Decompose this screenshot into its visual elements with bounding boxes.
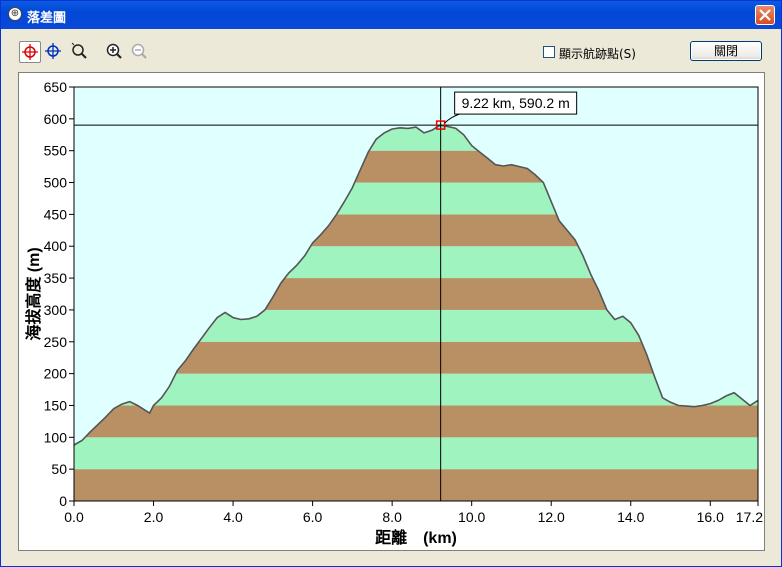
chart-frame: 0 50 100 150 200 250 300 350 400 450 500 550 600 650 0…	[18, 72, 765, 551]
y-tick-label: 300	[44, 302, 68, 318]
zoom-in-icon	[106, 43, 122, 59]
y-tick-label: 500	[44, 175, 68, 191]
chart-cursor: 9.22 km, 590.2 m	[74, 87, 758, 501]
y-tick-label: 200	[44, 366, 68, 382]
plot-background-bands	[73, 87, 759, 501]
zoom-out-tool[interactable]	[129, 41, 151, 63]
elevation-chart[interactable]: 0 50 100 150 200 250 300 350 400 450 500 550 600 650 0…	[19, 73, 764, 550]
y-tick-label: 100	[44, 429, 68, 445]
crosshair-blue-tool[interactable]	[43, 41, 65, 63]
close-button[interactable]: 關閉	[690, 41, 762, 61]
crosshair-red-tool[interactable]	[19, 41, 41, 63]
y-tick-label: 250	[44, 334, 68, 350]
magnifier-icon	[71, 42, 87, 59]
y-tick-label: 350	[44, 270, 68, 286]
elevation-band	[74, 437, 758, 470]
magnifier-tool[interactable]	[69, 41, 91, 63]
cursor-callout-box	[454, 91, 578, 115]
x-tick-label: 16.0	[697, 509, 724, 525]
x-axis-label: 距離 (km)	[375, 528, 457, 547]
x-tick-label: 6.0	[303, 509, 323, 525]
y-tick-label: 0	[59, 493, 67, 509]
x-tick-label: 10.0	[458, 509, 485, 525]
show-trackpoints-checkbox[interactable]	[543, 46, 555, 58]
cursor-readout: 9.22 km, 590.2 m	[462, 95, 570, 111]
window-close-button[interactable]	[755, 5, 775, 25]
x-tick-label: 0.0	[64, 509, 84, 525]
show-trackpoints-label: 顯示航跡點(S)	[559, 47, 636, 61]
x-tick-label: 14.0	[617, 509, 644, 525]
x-tick-label: 12.0	[538, 509, 565, 525]
toolbar	[1, 29, 781, 71]
crosshair-red-icon	[22, 44, 38, 60]
y-tick-label: 650	[44, 79, 68, 95]
y-tick-label: 600	[44, 111, 68, 127]
x-tick-label: 8.0	[382, 509, 402, 525]
y-tick-label: 550	[44, 143, 68, 159]
x-tick-label: 17.2	[736, 509, 763, 525]
y-tick-label: 450	[44, 206, 68, 222]
elevation-band	[74, 373, 758, 406]
plot-border	[73, 86, 759, 502]
zoom-in-tool[interactable]	[104, 41, 126, 63]
crosshair-blue-icon	[45, 43, 61, 59]
x-tick-label: 4.0	[223, 509, 243, 525]
y-tick-label: 400	[44, 238, 68, 254]
title-bar[interactable]: ⊕ 落差圖	[1, 1, 781, 29]
y-tick-label: 150	[44, 397, 68, 413]
x-tick-label: 2.0	[144, 509, 164, 525]
elevation-band	[74, 405, 758, 438]
y-tick-label: 50	[51, 461, 67, 477]
elevation-profile-line	[73, 124, 759, 446]
close-icon	[759, 9, 771, 21]
y-axis-label: 海拔高度 (m)	[24, 247, 43, 340]
app-icon: ⊕	[8, 7, 22, 21]
chart-axes: 0 50 100 150 200 250 300 350 400 450 500 550 600 650 0…	[24, 79, 763, 547]
zoom-out-icon	[131, 43, 147, 59]
window-title: 落差圖	[27, 11, 67, 26]
elevation-band	[74, 469, 758, 501]
cursor-marker	[435, 120, 446, 130]
